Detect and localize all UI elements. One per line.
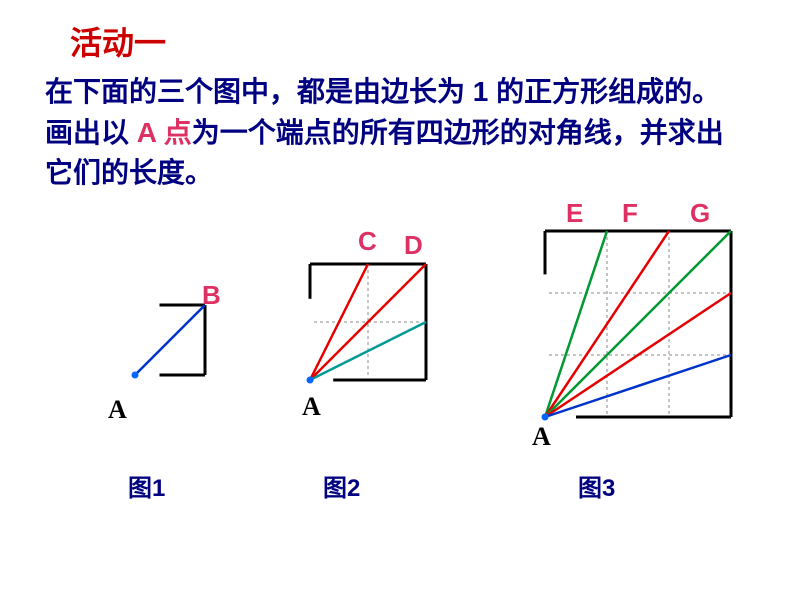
label-C: C — [358, 226, 377, 257]
label-A-2: A — [302, 392, 321, 422]
diagrams-area: B A 图1 C D A 图2 E F G A 图3 — [0, 200, 794, 490]
caption-fig2: 图2 — [323, 468, 360, 503]
desc-accent: A 点 — [137, 117, 192, 148]
label-A-1: A — [108, 395, 127, 425]
figure-3-svg — [530, 212, 780, 462]
caption-fig1: 图1 — [128, 468, 165, 503]
label-E: E — [566, 198, 583, 229]
label-F: F — [622, 198, 638, 229]
activity-title: 活动一 — [70, 18, 166, 64]
caption-fig3: 图3 — [578, 468, 615, 503]
label-B: B — [202, 280, 221, 311]
activity-description: 在下面的三个图中，都是由边长为 1 的正方形组成的。画出以 A 点为一个端点的所… — [45, 72, 745, 194]
label-G: G — [690, 198, 710, 229]
figure-2-svg — [295, 240, 485, 430]
figure-1-svg — [110, 270, 270, 430]
label-D: D — [404, 230, 423, 261]
label-A-3: A — [532, 422, 551, 452]
title-text: 活动一 — [70, 25, 166, 61]
